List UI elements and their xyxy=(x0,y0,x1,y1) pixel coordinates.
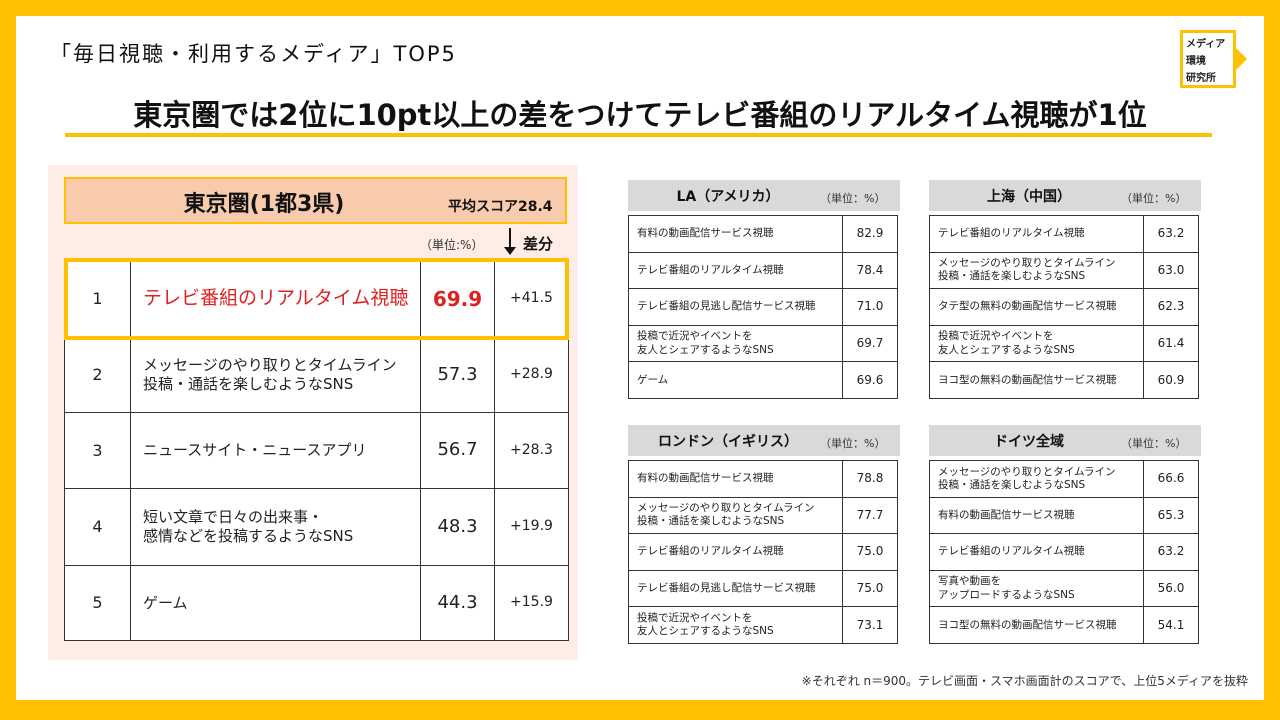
tokyo-cell: ニュースサイト・ニュースアプリ xyxy=(130,412,421,489)
city-cell: テレビ番組のリアルタイム視聴 xyxy=(929,533,1144,571)
city-cell: 54.1 xyxy=(1143,606,1199,644)
city-cell: 投稿で近況やイベントを 友人とシェアするようなSNS xyxy=(628,324,843,363)
city-cell: 69.7 xyxy=(842,324,898,363)
city-cell: テレビ番組の見逃し配信サービス視聴 xyxy=(628,569,843,608)
tokyo-unit: （単位:%） xyxy=(420,238,484,252)
tokyo-cell: ゲーム xyxy=(130,565,421,641)
city-cell: ゲーム xyxy=(628,361,843,399)
diff-arrow-head xyxy=(504,247,516,255)
city-cell: テレビ番組のリアルタイム視聴 xyxy=(628,251,843,290)
city-cell: 写真や動画を アップロードするようなSNS xyxy=(929,569,1144,608)
tokyo-cell: メッセージのやり取りとタイムライン 投稿・通話を楽しむようなSNS xyxy=(130,337,421,413)
city-header xyxy=(929,425,1201,456)
tokyo-cell: +41.5 xyxy=(494,260,569,338)
city-cell: ヨコ型の無料の動画配信サービス視聴 xyxy=(929,606,1144,644)
city-cell: 61.4 xyxy=(1143,324,1199,363)
tokyo-cell: 48.3 xyxy=(420,488,495,566)
city-cell: 69.6 xyxy=(842,361,898,399)
city-cell: タテ型の無料の動画配信サービス視聴 xyxy=(929,288,1144,326)
city-unit: （単位：%） xyxy=(1121,192,1187,205)
city-header xyxy=(628,425,900,456)
city-cell: 73.1 xyxy=(842,606,898,644)
city-cell: 有料の動画配信サービス視聴 xyxy=(628,215,843,253)
city-cell: 66.6 xyxy=(1143,460,1199,498)
city-cell: メッセージのやり取りとタイムライン 投稿・通話を楽しむようなSNS xyxy=(628,496,843,535)
city-title: ドイツ全域 xyxy=(994,434,1064,450)
city-cell: テレビ番組の見逃し配信サービス視聴 xyxy=(628,288,843,326)
highlight-frame xyxy=(64,258,569,340)
city-cell: 56.0 xyxy=(1143,569,1199,608)
city-cell: メッセージのやり取りとタイムライン 投稿・通話を楽しむようなSNS xyxy=(929,251,1144,290)
city-cell: 63.2 xyxy=(1143,533,1199,571)
logo-text: メディア xyxy=(1186,39,1226,50)
city-title: LA（アメリカ） xyxy=(676,189,780,205)
logo-text: 環境 xyxy=(1186,56,1206,67)
city-cell: 63.0 xyxy=(1143,251,1199,290)
tokyo-cell: 44.3 xyxy=(420,565,495,641)
tokyo-cell: 5 xyxy=(64,565,131,641)
city-title: ロンドン（イギリス） xyxy=(658,434,798,450)
logo-arrow xyxy=(1234,46,1247,72)
city-cell: 65.3 xyxy=(1143,496,1199,535)
tokyo-cell: 短い文章で日々の出来事・ 感情などを投稿するようなSNS xyxy=(130,488,421,566)
city-cell: 60.9 xyxy=(1143,361,1199,399)
city-unit: （単位：%） xyxy=(820,192,886,205)
tokyo-cell: 3 xyxy=(64,412,131,489)
tokyo-average: 平均スコア28.4 xyxy=(448,199,553,215)
city-cell: 63.2 xyxy=(1143,215,1199,253)
city-cell: 有料の動画配信サービス視聴 xyxy=(628,460,843,498)
tokyo-cell: +15.9 xyxy=(494,565,569,641)
city-cell: 78.8 xyxy=(842,460,898,498)
city-cell: テレビ番組のリアルタイム視聴 xyxy=(929,215,1144,253)
city-cell: ヨコ型の無料の動画配信サービス視聴 xyxy=(929,361,1144,399)
city-cell: メッセージのやり取りとタイムライン 投稿・通話を楽しむようなSNS xyxy=(929,460,1144,498)
title: 東京圏では2位に10pt以上の差をつけてテレビ番組のリアルタイム視聴が1位 xyxy=(133,98,1147,132)
tokyo-title: 東京圏(1都3県) xyxy=(183,192,345,217)
logo-text: 研究所 xyxy=(1186,73,1216,84)
city-unit: （単位：%） xyxy=(820,437,886,450)
city-cell: 62.3 xyxy=(1143,288,1199,326)
city-cell: 75.0 xyxy=(842,533,898,571)
city-cell: 75.0 xyxy=(842,569,898,608)
footnote: ※それぞれ n＝900。テレビ画面・スマホ画面計のスコアで、上位5メディアを抜粋 xyxy=(801,674,1248,688)
tokyo-diff-label: 差分 xyxy=(523,235,554,253)
city-cell: 77.7 xyxy=(842,496,898,535)
tokyo-header xyxy=(64,177,567,224)
title-underline xyxy=(65,133,1212,137)
tokyo-cell: 4 xyxy=(64,488,131,566)
city-title: 上海（中国） xyxy=(987,189,1071,205)
city-header xyxy=(929,180,1201,211)
tokyo-cell: 57.3 xyxy=(420,337,495,413)
city-cell: 投稿で近況やイベントを 友人とシェアするようなSNS xyxy=(628,606,843,644)
city-cell: 投稿で近況やイベントを 友人とシェアするようなSNS xyxy=(929,324,1144,363)
tokyo-cell: 56.7 xyxy=(420,412,495,489)
city-cell: テレビ番組のリアルタイム視聴 xyxy=(628,533,843,571)
header-label: 「毎日視聴・利用するメディア」TOP5 xyxy=(50,42,457,66)
city-cell: 71.0 xyxy=(842,288,898,326)
tokyo-cell: +19.9 xyxy=(494,488,569,566)
tokyo-cell: 2 xyxy=(64,337,131,413)
tokyo-cell: +28.9 xyxy=(494,337,569,413)
city-cell: 78.4 xyxy=(842,251,898,290)
city-cell: 有料の動画配信サービス視聴 xyxy=(929,496,1144,535)
city-header xyxy=(628,180,900,211)
diff-arrow-line xyxy=(509,228,511,250)
city-unit: （単位：%） xyxy=(1121,437,1187,450)
city-cell: 82.9 xyxy=(842,215,898,253)
tokyo-cell: +28.3 xyxy=(494,412,569,489)
